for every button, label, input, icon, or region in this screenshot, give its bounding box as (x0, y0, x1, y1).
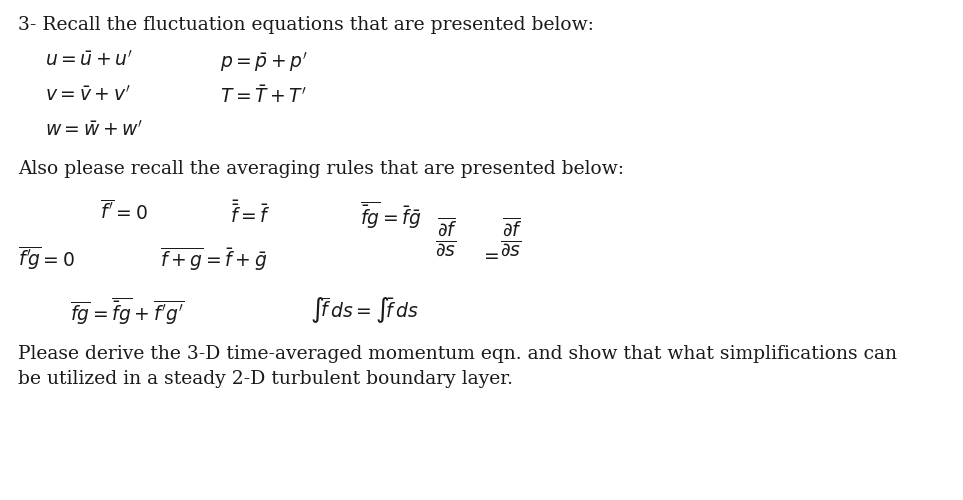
Text: 3- Recall the fluctuation equations that are presented below:: 3- Recall the fluctuation equations that… (18, 16, 594, 34)
Text: $\dfrac{\overline{\partial f}}{\partial s}$: $\dfrac{\overline{\partial f}}{\partial … (500, 216, 523, 258)
Text: $p = \bar{p} + p'$: $p = \bar{p} + p'$ (220, 50, 308, 74)
Text: $\overline{\bar{f}g} = \bar{f}\bar{g}$: $\overline{\bar{f}g} = \bar{f}\bar{g}$ (360, 200, 421, 232)
Text: $\overline{f'} = 0$: $\overline{f'} = 0$ (100, 200, 148, 224)
Text: $w = \bar{w} + w'$: $w = \bar{w} + w'$ (45, 120, 143, 140)
Text: $\overline{f'\!g} = 0$: $\overline{f'\!g} = 0$ (18, 245, 75, 272)
Text: $\int\!\overline{f}\,ds = \int\!\bar{f}\,ds$: $\int\!\overline{f}\,ds = \int\!\bar{f}\… (310, 295, 419, 325)
Text: $v = \bar{v} + v'$: $v = \bar{v} + v'$ (45, 85, 131, 105)
Text: $u = \bar{u} + u'$: $u = \bar{u} + u'$ (45, 50, 133, 70)
Text: Also please recall the averaging rules that are presented below:: Also please recall the averaging rules t… (18, 160, 624, 178)
Text: $\overline{f + g} = \bar{f} + \bar{g}$: $\overline{f + g} = \bar{f} + \bar{g}$ (160, 245, 268, 272)
Text: $\overline{fg} = \overline{\bar{f}g} + \overline{f'g'}$: $\overline{fg} = \overline{\bar{f}g} + \… (70, 295, 184, 326)
Text: Please derive the 3-D time-averaged momentum eqn. and show that what simplificat: Please derive the 3-D time-averaged mome… (18, 345, 897, 363)
Text: $\dfrac{\overline{\partial f}}{\partial s}$: $\dfrac{\overline{\partial f}}{\partial … (435, 216, 457, 258)
Text: $T = \bar{T} + T'$: $T = \bar{T} + T'$ (220, 85, 307, 107)
Text: $=$: $=$ (480, 245, 500, 264)
Text: $\bar{\bar{f}} = \bar{f}$: $\bar{\bar{f}} = \bar{f}$ (230, 200, 271, 226)
Text: be utilized in a steady 2-D turbulent boundary layer.: be utilized in a steady 2-D turbulent bo… (18, 370, 513, 388)
